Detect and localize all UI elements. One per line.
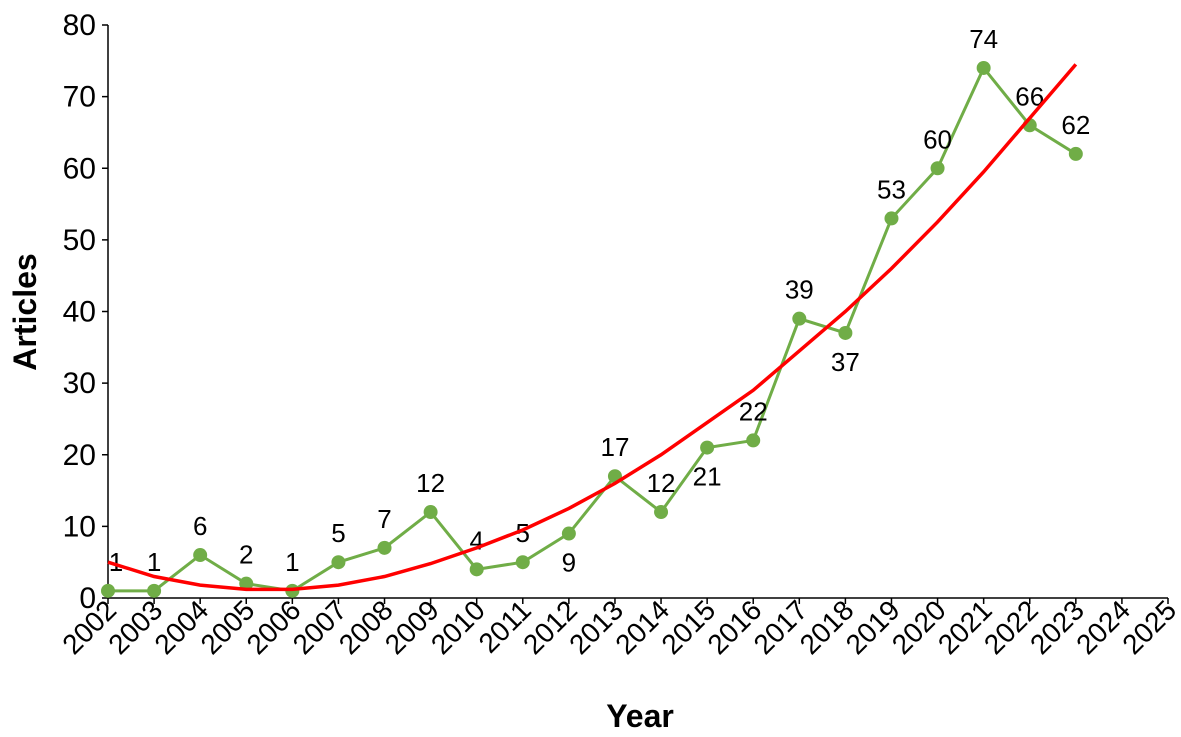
data-label: 2 [239, 540, 253, 570]
data-point [239, 576, 254, 591]
data-label: 17 [600, 432, 629, 462]
data-point [469, 562, 484, 577]
y-tick-label: 20 [63, 439, 96, 472]
data-label: 39 [785, 275, 814, 305]
data-point [101, 583, 115, 598]
data-label: 12 [416, 468, 445, 498]
data-point [838, 325, 853, 340]
y-axis-label: Articles [7, 253, 43, 370]
data-label: 5 [516, 518, 530, 548]
data-point [700, 440, 715, 455]
data-label: 7 [377, 504, 391, 534]
data-point [193, 548, 208, 563]
data-point [515, 555, 530, 570]
y-tick-label: 10 [63, 510, 96, 543]
data-label: 6 [193, 511, 207, 541]
data-point [792, 311, 807, 326]
data-label: 1 [147, 547, 161, 577]
data-point [561, 526, 576, 541]
y-tick-label: 60 [63, 152, 96, 185]
data-point [331, 555, 346, 570]
data-point [930, 161, 945, 176]
trend-line [107, 63, 1078, 592]
data-point [377, 540, 392, 555]
data-line [108, 65, 1077, 593]
data-point [423, 505, 438, 520]
y-tick-label: 70 [63, 81, 96, 114]
data-point [884, 211, 899, 226]
data-label: 53 [877, 174, 906, 204]
data-point [1068, 146, 1083, 161]
y-tick-label: 80 [63, 9, 96, 42]
data-label: 74 [969, 24, 998, 54]
y-tick-label: 30 [63, 367, 96, 400]
data-label: 5 [331, 518, 345, 548]
data-label: 1 [109, 547, 123, 577]
y-tick-label: 0 [79, 582, 96, 615]
data-label: 37 [831, 347, 860, 377]
data-label: 1 [285, 547, 299, 577]
y-tick-label: 40 [63, 296, 96, 329]
data-point [147, 583, 162, 598]
data-point [976, 60, 991, 75]
data-label: 22 [739, 396, 768, 426]
data-label: 21 [693, 462, 722, 492]
data-point [746, 433, 761, 448]
data-label: 62 [1061, 110, 1090, 140]
data-label: 60 [923, 124, 952, 154]
x-axis-label: Year [606, 698, 674, 734]
data-point [654, 505, 669, 520]
data-label: 9 [562, 548, 576, 578]
x-tick-label: 2025 [1116, 594, 1181, 660]
y-tick-label: 50 [63, 224, 96, 257]
data-label: 12 [647, 468, 676, 498]
